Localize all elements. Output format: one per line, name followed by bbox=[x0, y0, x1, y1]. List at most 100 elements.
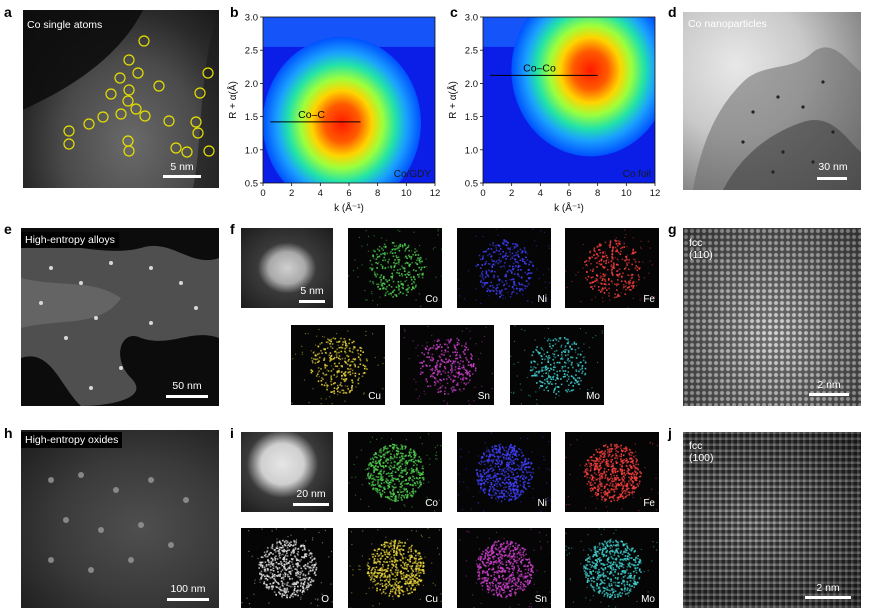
stem-image-co-single-atoms: Co single atoms 5 nm bbox=[23, 10, 219, 188]
scalebar-label: 5 nm bbox=[300, 285, 324, 297]
y-tick-label: 3.0 bbox=[245, 13, 258, 24]
element-label: Cu bbox=[368, 391, 381, 402]
y-tick-label: 2.0 bbox=[465, 79, 478, 90]
eds-map-mo: Mo bbox=[565, 528, 659, 608]
eds-map-sn: Sn bbox=[457, 528, 551, 608]
x-tick-label: 0 bbox=[480, 188, 485, 199]
element-label: Cu bbox=[425, 594, 438, 605]
element-label: Ni bbox=[537, 498, 547, 509]
element-label: Mo bbox=[586, 391, 600, 402]
panel-label-c: c bbox=[450, 4, 458, 20]
eds-map-ni: Ni bbox=[457, 432, 551, 512]
caption-co-nanoparticles: Co nanoparticles bbox=[688, 18, 767, 30]
element-label: Co bbox=[425, 498, 438, 509]
x-tick-label: 4 bbox=[318, 188, 323, 199]
element-label: Sn bbox=[477, 391, 490, 402]
panel-label-h: h bbox=[4, 425, 13, 441]
bond-annotation-label: Co–C bbox=[298, 109, 325, 121]
x-tick-label: 12 bbox=[430, 188, 441, 199]
stem-image-high-entropy-oxides: High-entropy oxides 100 nm bbox=[21, 430, 219, 608]
wavelet-chart-co-foil: 0 2 4 6 8 10 12 0.5 1.0 1.5 2.0 2.5 3.0 k (Å⁻¹) R + α(… bbox=[446, 13, 661, 215]
element-label: Sn bbox=[534, 594, 547, 605]
scalebar bbox=[805, 596, 851, 599]
panel-label-d: d bbox=[668, 4, 677, 20]
element-label: O bbox=[321, 594, 329, 605]
y-tick-label: 2.5 bbox=[465, 46, 478, 57]
sample-label: Co/GDY bbox=[394, 169, 432, 180]
x-tick-label: 6 bbox=[566, 188, 571, 199]
element-label: Fe bbox=[643, 498, 655, 509]
caption-fcc: fcc bbox=[689, 237, 703, 249]
stem-image-high-entropy-alloys: High-entropy alloys 50 nm bbox=[21, 228, 219, 406]
sample-label: Co foil bbox=[623, 169, 651, 180]
y-tick-label: 2.0 bbox=[245, 79, 258, 90]
haadf-image: 20 nm bbox=[241, 432, 333, 512]
element-label: Fe bbox=[643, 294, 655, 305]
x-tick-label: 8 bbox=[375, 188, 380, 199]
eds-map-o: O bbox=[241, 528, 333, 608]
caption-plane-100: (100) bbox=[689, 452, 714, 464]
y-tick-label: 0.5 bbox=[465, 179, 478, 190]
caption-high-entropy-alloys: High-entropy alloys bbox=[21, 232, 119, 248]
scalebar bbox=[163, 175, 201, 178]
x-tick-label: 8 bbox=[595, 188, 600, 199]
eds-map-fe: Fe bbox=[565, 432, 659, 512]
y-tick-label: 1.5 bbox=[245, 112, 258, 123]
scalebar-label: 5 nm bbox=[170, 161, 194, 173]
panel-label-b: b bbox=[230, 4, 239, 20]
scalebar-label: 30 nm bbox=[818, 161, 848, 173]
scalebar bbox=[166, 395, 208, 398]
x-tick-label: 2 bbox=[509, 188, 514, 199]
caption-fcc: fcc bbox=[689, 440, 703, 452]
eds-map-sn: Sn bbox=[400, 325, 494, 405]
panel-label-i: i bbox=[230, 425, 234, 441]
eds-map-cu: Cu bbox=[291, 325, 385, 405]
scalebar bbox=[293, 503, 329, 506]
eds-map-fe: Fe bbox=[565, 228, 659, 308]
scalebar-label: 50 nm bbox=[172, 380, 202, 392]
panel-label-a: a bbox=[4, 4, 12, 20]
x-tick-label: 2 bbox=[289, 188, 294, 199]
eds-map-co: Co bbox=[348, 432, 442, 512]
y-tick-label: 2.5 bbox=[245, 46, 258, 57]
element-label: Co bbox=[425, 294, 438, 305]
scalebar bbox=[299, 300, 325, 303]
y-tick-label: 3.0 bbox=[465, 13, 478, 24]
panel-label-g: g bbox=[668, 221, 677, 237]
x-axis-title: k (Å⁻¹) bbox=[334, 201, 364, 214]
eds-map-mo: Mo bbox=[510, 325, 604, 405]
hrtem-image-fcc-100: fcc (100) 2 nm bbox=[683, 432, 861, 608]
x-axis-title: k (Å⁻¹) bbox=[554, 201, 584, 214]
caption-high-entropy-oxides: High-entropy oxides bbox=[21, 432, 123, 448]
scalebar-label: 100 nm bbox=[170, 583, 206, 595]
scalebar-label: 20 nm bbox=[296, 488, 326, 500]
scalebar-label: 2 nm bbox=[817, 379, 841, 391]
y-axis-title: R + α(Å) bbox=[446, 81, 459, 119]
x-tick-label: 4 bbox=[538, 188, 543, 199]
y-tick-label: 1.0 bbox=[465, 145, 478, 156]
caption-co-single-atoms: Co single atoms bbox=[27, 19, 103, 31]
x-tick-label: 6 bbox=[346, 188, 351, 199]
element-label: Ni bbox=[537, 294, 547, 305]
heatmap-peak bbox=[263, 36, 421, 183]
scalebar-label: 2 nm bbox=[816, 582, 840, 594]
tem-image-co-nanoparticles: Co nanoparticles 30 nm bbox=[683, 12, 861, 190]
panel-label-j: j bbox=[668, 425, 672, 441]
element-label: Mo bbox=[641, 594, 655, 605]
heatmap-peak bbox=[511, 17, 655, 157]
x-tick-label: 10 bbox=[621, 188, 632, 199]
panel-label-e: e bbox=[4, 221, 12, 237]
x-tick-label: 10 bbox=[401, 188, 412, 199]
x-tick-label: 0 bbox=[260, 188, 265, 199]
y-axis-title: R + α(Å) bbox=[226, 81, 239, 119]
x-tick-label: 12 bbox=[650, 188, 661, 199]
eds-map-ni: Ni bbox=[457, 228, 551, 308]
haadf-image: 5 nm bbox=[241, 228, 333, 308]
y-tick-label: 1.5 bbox=[465, 112, 478, 123]
caption-plane-110: (110) bbox=[689, 249, 713, 261]
scalebar bbox=[167, 598, 209, 601]
y-tick-label: 1.0 bbox=[245, 145, 258, 156]
eds-map-cu: Cu bbox=[348, 528, 442, 608]
bond-annotation-label: Co–Co bbox=[523, 62, 556, 74]
hrtem-image-fcc-110: fcc (110) 2 nm bbox=[683, 228, 861, 406]
